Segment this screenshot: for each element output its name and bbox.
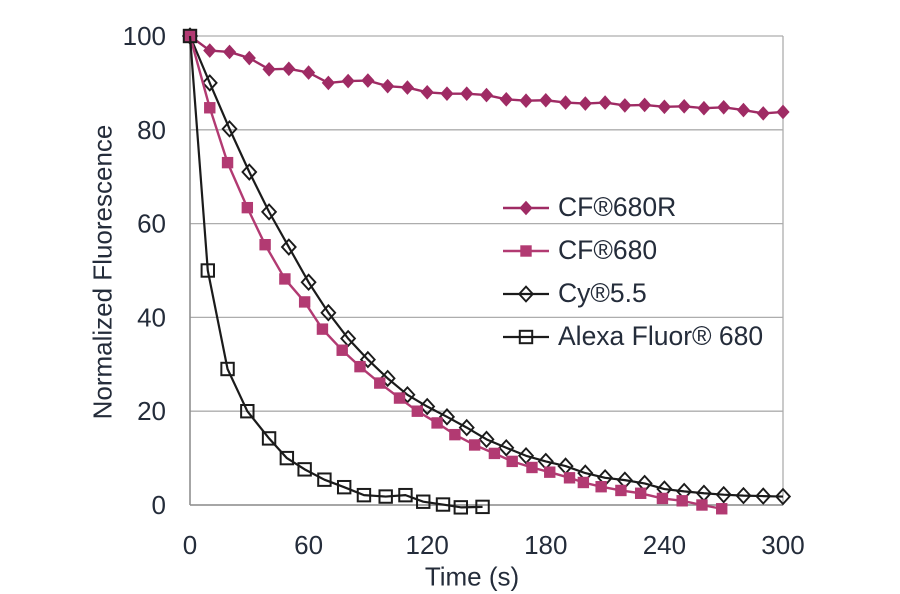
svg-text:180: 180 [524,530,567,560]
svg-text:0: 0 [183,530,197,560]
svg-text:60: 60 [294,530,323,560]
legend-label: CF®680R [558,192,677,222]
cf680-marker-icon [503,244,549,257]
svg-text:240: 240 [643,530,686,560]
svg-text:40: 40 [137,302,166,332]
svg-text:100: 100 [123,21,166,51]
legend-label: Alexa Fluor® 680 [558,321,764,351]
alexa-fluor-680-marker-icon [503,329,549,344]
legend-item-cf680: CF®680 [502,229,763,272]
svg-text:80: 80 [137,115,166,145]
legend-item-cy55: Cy®5.5 [502,272,763,315]
legend-item-cf680r: CF®680R [502,186,763,229]
legend-label: Cy®5.5 [558,278,647,308]
svg-text:300: 300 [761,530,804,560]
svg-text:0: 0 [152,490,166,520]
y-axis-title: Normalized Fluorescence [87,124,118,420]
svg-text:20: 20 [137,396,166,426]
cy55-marker-icon [503,284,549,303]
legend: CF®680R CF®680 Cy®5.5 Alexa Fluor® 680 [502,186,763,358]
cf680r-marker-icon [503,200,549,215]
x-axis-title: Time (s) [424,561,520,592]
svg-text:60: 60 [137,209,166,239]
svg-text:120: 120 [406,530,449,560]
legend-item-alexa-fluor-680: Alexa Fluor® 680 [502,315,763,358]
legend-label: CF®680 [558,235,658,265]
